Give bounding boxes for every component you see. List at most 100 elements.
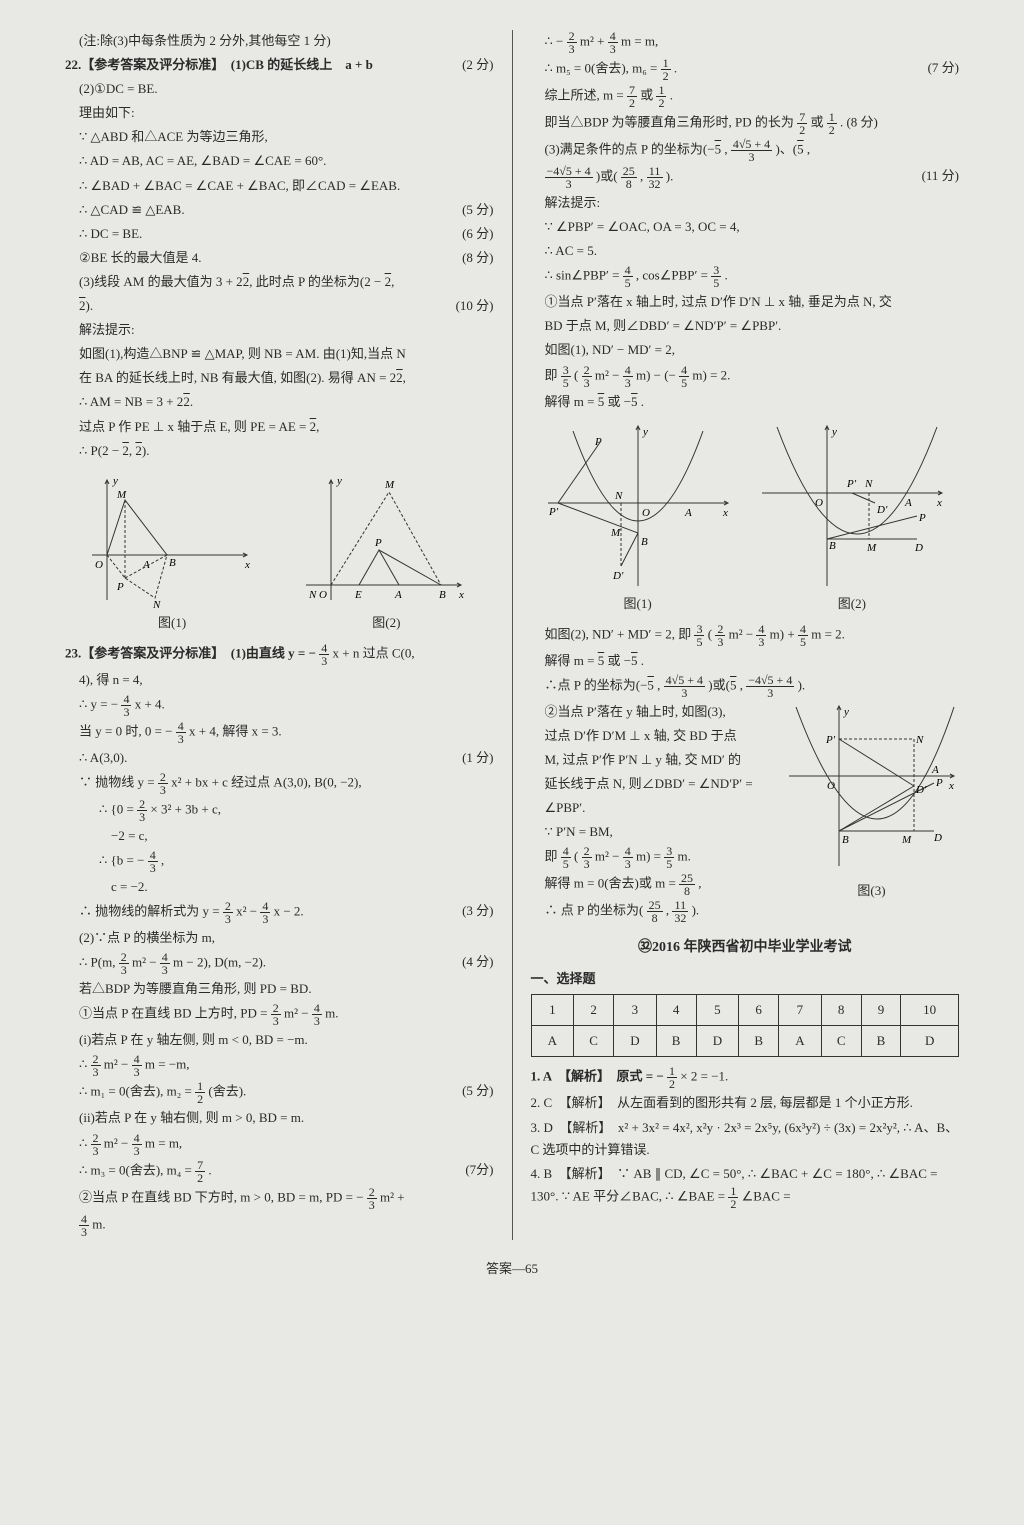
- r4c: . (8 分): [840, 114, 878, 129]
- r10c: .: [724, 268, 727, 283]
- svg-text:D': D': [915, 784, 927, 796]
- figure-r2: y x O B D P P' N D' M A 图(2): [757, 421, 947, 615]
- svg-text:N: N: [864, 478, 873, 490]
- l19: 当 y = 0 时, 0 = − 43 x + 4, 解得 x = 3.: [65, 720, 494, 745]
- frac35-r25: 35: [664, 845, 674, 870]
- figr3-svg: y x O B D P P' N D' M A: [784, 701, 959, 871]
- frac43-r14: 43: [623, 364, 633, 389]
- n: 4: [623, 364, 633, 377]
- frac72-r3: 72: [627, 84, 637, 109]
- d: 3: [137, 811, 147, 823]
- l24: ∴ {b = − 43 ,: [65, 849, 494, 874]
- a1a: 1. A 【解析】 原式 = −: [531, 1069, 664, 1084]
- frac23-c: 23: [223, 900, 233, 925]
- frac43-i: 43: [132, 1132, 142, 1157]
- td: A: [779, 1026, 822, 1057]
- r10a: ∴ sin∠PBP′ =: [545, 268, 623, 283]
- l35: ∴ 23 m² − 43 m = m,: [65, 1132, 494, 1157]
- d: 3: [582, 858, 592, 870]
- r4a: 即当△BDP 为等腰直角三角形时, PD 的长为: [545, 114, 794, 129]
- r13: 如图(1), ND′ − MD′ = 2,: [531, 339, 960, 361]
- d: 2: [797, 124, 807, 136]
- r26a: 解得 m = 0(舍去)或 m =: [545, 876, 680, 891]
- l10: 2). (10 分): [65, 295, 494, 317]
- d: 3: [545, 178, 593, 190]
- d: 3: [121, 706, 131, 718]
- l35b: m² −: [104, 1135, 132, 1150]
- l16: ∴ P(2 − 2, 2).: [65, 440, 494, 462]
- d: 32: [672, 912, 688, 924]
- svg-text:D': D': [612, 570, 624, 582]
- note: (注:除(3)中每条性质为 2 分外,其他每空 1 分): [65, 30, 494, 52]
- td: D: [696, 1026, 739, 1057]
- d: 3: [312, 1015, 322, 1027]
- r1: ∴ − 23 m² + 43 m = m,: [531, 30, 960, 55]
- th: 6: [739, 995, 779, 1026]
- d: 2: [627, 97, 637, 109]
- d: 3: [91, 1145, 101, 1157]
- exam-title: ㉜2016 年陕西省初中毕业学业考试: [531, 936, 960, 960]
- r16d: m) +: [770, 626, 798, 641]
- l14: ∴ AM = NB = 3 + 22.: [65, 391, 494, 413]
- l16a: ∴ P(2 −: [79, 443, 122, 458]
- td: C: [574, 1026, 614, 1057]
- a1b: × 2 = −1.: [680, 1069, 728, 1084]
- l24a: b = −: [117, 853, 145, 868]
- frac43-r16: 43: [756, 623, 766, 648]
- fig1-label: 图(1): [87, 612, 257, 634]
- r17: 解得 m = 5 或 −5 .: [531, 650, 960, 672]
- r17a: 解得 m =: [545, 653, 598, 668]
- svg-text:P: P: [918, 512, 926, 524]
- svg-text:B: B: [641, 536, 648, 548]
- svg-text:y: y: [642, 426, 648, 438]
- l20-text: ∴ A(3,0).: [79, 750, 127, 765]
- svg-text:M: M: [901, 834, 912, 846]
- n: 4√5 + 4: [664, 674, 705, 687]
- q23-head2: x + n 过点 C(0,: [332, 645, 414, 660]
- frac43-g: 43: [312, 1002, 322, 1027]
- l28a: ∴ P(m,: [79, 955, 119, 970]
- frac35-r14: 35: [561, 364, 571, 389]
- figr1-label: 图(1): [543, 593, 733, 615]
- d: 3: [715, 636, 725, 648]
- d: 2: [728, 1198, 738, 1210]
- r10: ∴ sin∠PBP′ = 45 , cos∠PBP′ = 35 .: [531, 264, 960, 289]
- d: 2: [656, 97, 666, 109]
- r5c: )、(: [775, 141, 797, 156]
- td: B: [656, 1026, 696, 1057]
- r11: ①当点 P′落在 x 轴上时, 过点 D′作 D′N ⊥ x 轴, 垂足为点 N…: [531, 291, 960, 313]
- d: 3: [79, 1226, 89, 1238]
- svg-text:x: x: [936, 497, 942, 509]
- n: 1: [728, 1185, 738, 1198]
- d: 3: [148, 862, 158, 874]
- frac23-r16: 23: [715, 623, 725, 648]
- svg-text:P: P: [935, 777, 943, 789]
- th: 8: [821, 995, 861, 1026]
- sqrt5-g: 5: [647, 677, 654, 692]
- l13b: ,: [403, 370, 406, 385]
- q23-head: 23.【参考答案及评分标准】 (1)由直线 y = − 43 x + n 过点 …: [65, 642, 494, 667]
- d: 3: [132, 1145, 142, 1157]
- d: 5: [664, 858, 674, 870]
- l33: ∴ m₁ = 0(舍去), m₂ = 12 (舍去). (5 分): [65, 1080, 494, 1105]
- r4: 即当△BDP 为等腰直角三角形时, PD 的长为 72 或 12 . (8 分): [531, 111, 960, 136]
- l5: ∴ ∠BAD + ∠BAC = ∠CAE + ∠BAC, 即∠CAD = ∠EA…: [65, 175, 494, 197]
- figr1-svg: y x O P P' N B M D' A: [543, 421, 733, 591]
- d: 3: [271, 1015, 281, 1027]
- svg-text:M: M: [610, 527, 621, 539]
- n: 2: [715, 623, 725, 636]
- a2: 2. C 【解析】 从左面看到的图形共有 2 层, 每层都是 1 个小正方形.: [531, 1092, 960, 1114]
- r9: ∴ AC = 5.: [531, 240, 960, 262]
- n: 4: [756, 623, 766, 636]
- l23: −2 = c,: [65, 825, 494, 847]
- r3a: 综上所述, m =: [545, 87, 627, 102]
- fig2-svg: O x y M B P A E N: [301, 470, 471, 610]
- r6c: ).: [666, 168, 674, 183]
- th: 10: [901, 995, 959, 1026]
- l22a: 0 =: [117, 801, 137, 816]
- d: 3: [582, 377, 592, 389]
- frac-r5a: 4√5 + 43: [731, 138, 772, 163]
- d: 3: [746, 687, 794, 699]
- l11: 解法提示:: [65, 319, 494, 341]
- frac-r6a: −4√5 + 43: [545, 165, 593, 190]
